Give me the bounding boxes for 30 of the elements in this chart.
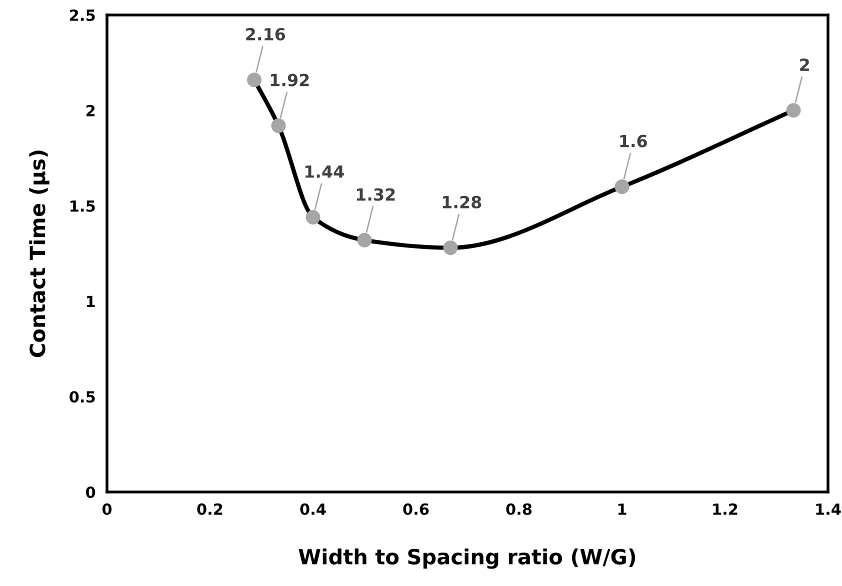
x-tick-label: 0.6 [403, 503, 429, 515]
x-tick-label: 0.2 [197, 503, 222, 515]
point [271, 118, 286, 133]
data-label: 1.6 [620, 134, 647, 148]
point [443, 240, 458, 256]
x-tick-label: 0.4 [300, 503, 326, 515]
point [306, 210, 320, 225]
data-label: 1.44 [305, 166, 344, 178]
y-tick-label: 2 [86, 104, 95, 116]
x-tick-label: 0.8 [506, 503, 532, 515]
y-axis-title: Contact Time (µs) [29, 150, 50, 358]
x-tick-label: 1.4 [816, 504, 841, 515]
x-axis-title: Width to Spacing ratio (W/G) [298, 548, 636, 569]
y-tick-label: 1.5 [70, 200, 95, 212]
x-tick-label: 0 [102, 503, 112, 515]
point [786, 103, 801, 118]
data-label: 1.32 [356, 188, 395, 201]
y-tick-label: 2.5 [70, 9, 95, 22]
point [614, 179, 630, 194]
data-label: 2 [800, 58, 809, 71]
point [247, 72, 262, 88]
data-label: 1.28 [442, 196, 482, 208]
data-label: 1.92 [270, 74, 309, 86]
x-tick-label: 1.2 [713, 503, 738, 515]
y-tick-label: 1 [86, 296, 95, 308]
y-tick-label: 0.5 [70, 391, 95, 403]
y-tick-label: 0 [86, 486, 96, 498]
x-tick-label: 1 [618, 504, 626, 515]
point [357, 232, 372, 248]
data-label: 2.16 [246, 28, 286, 41]
